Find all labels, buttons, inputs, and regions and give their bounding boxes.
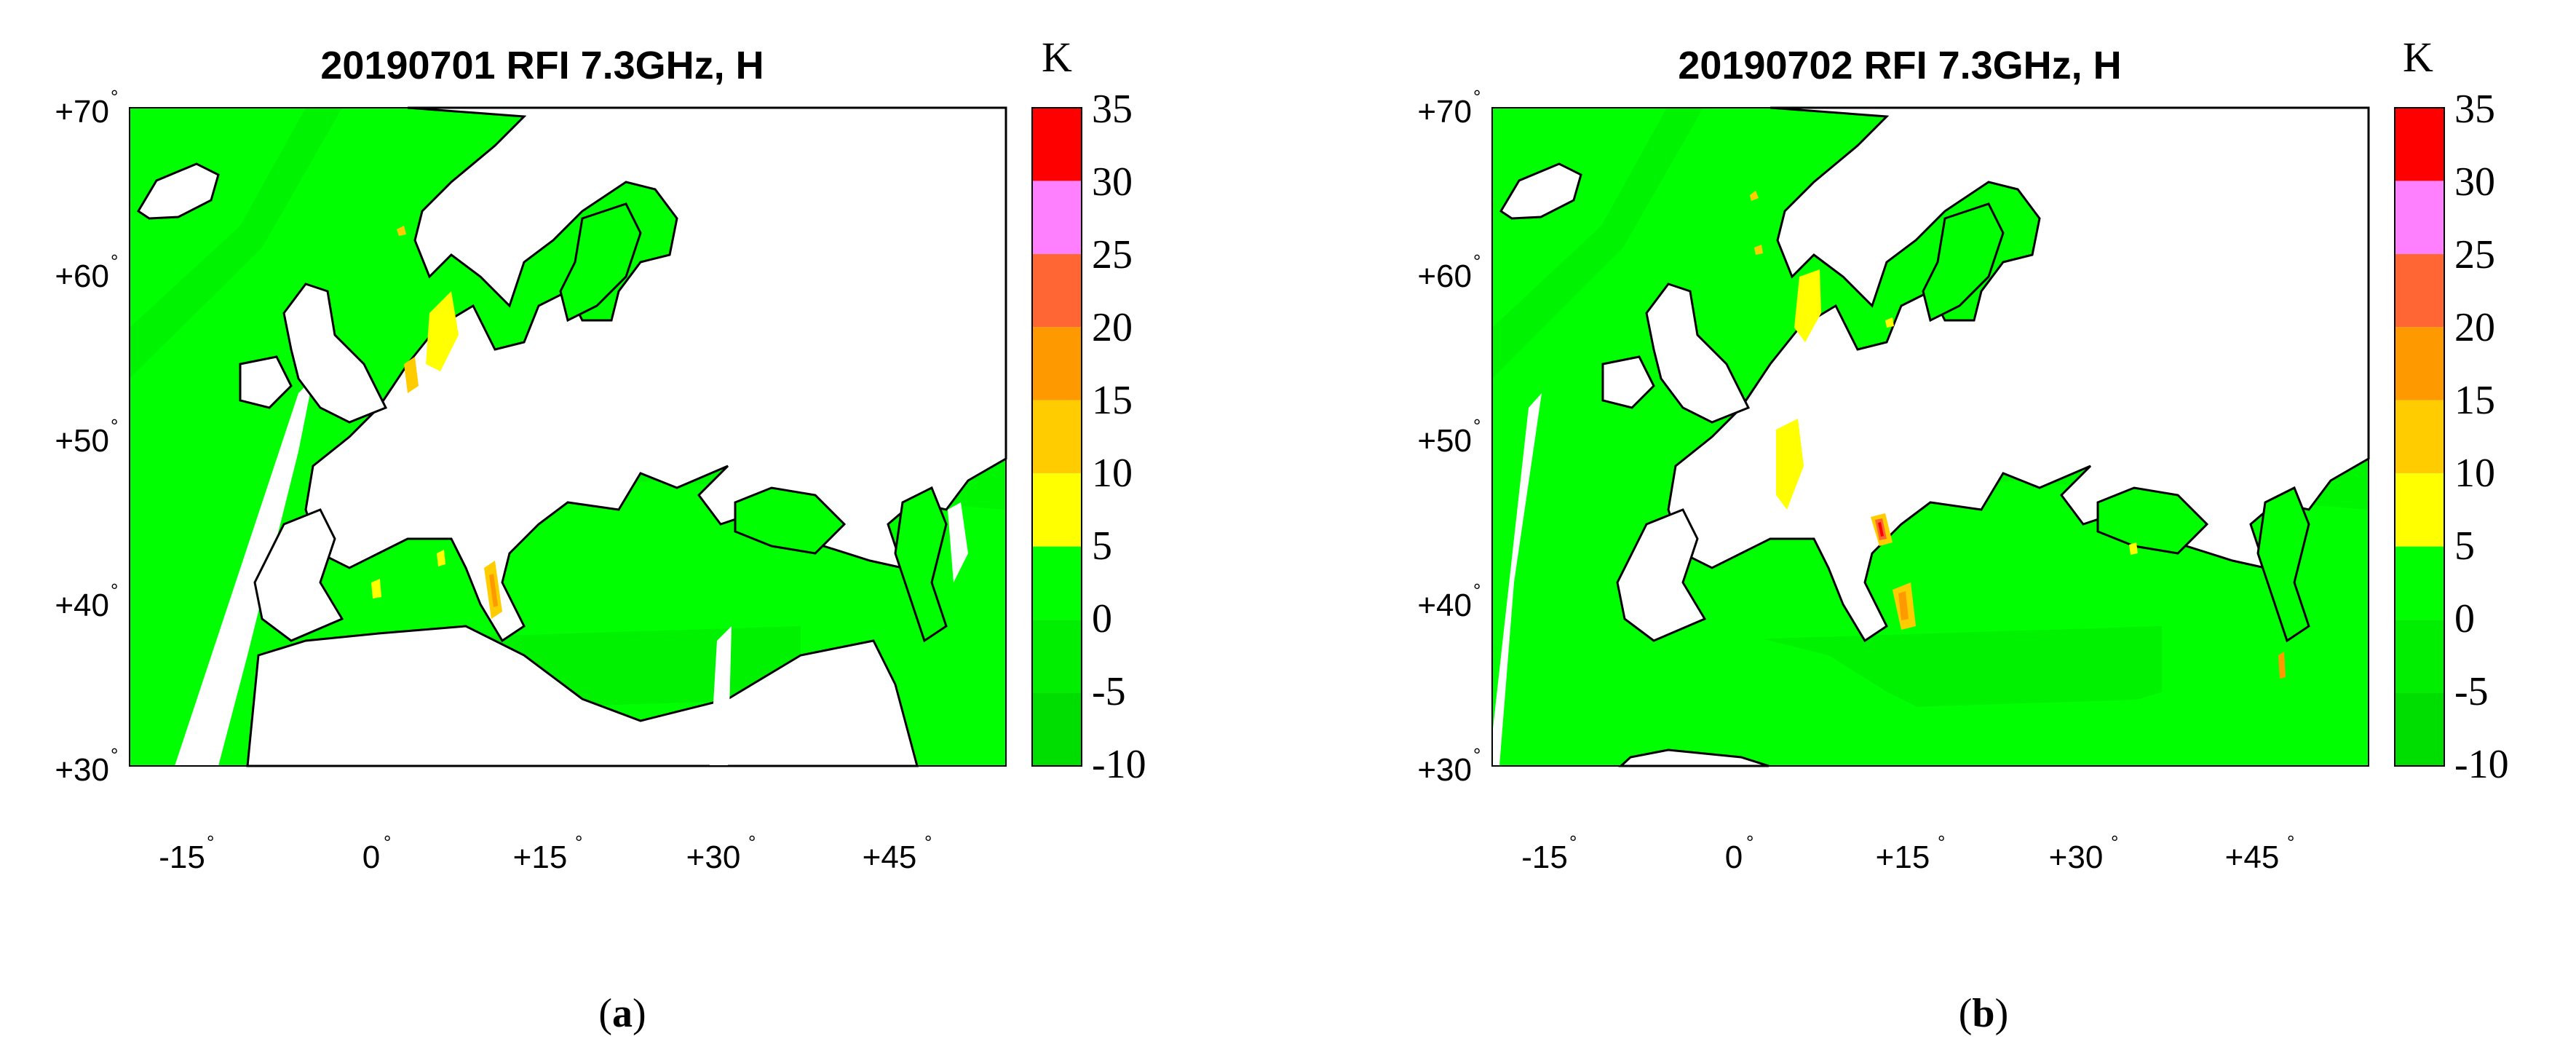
colorbar-tick: -5 [2454, 669, 2489, 714]
lon-label: +45 [863, 839, 917, 875]
panel-a-lon-labels: -15 ° 0 ° +15 ° +30 ° +45 ° [159, 831, 932, 875]
colorbar-tick: -5 [1092, 669, 1126, 714]
colorbar-tick: 25 [1092, 232, 1133, 277]
degree-mark: ° [748, 831, 756, 853]
panel-b-caption: (b) [1959, 991, 2008, 1036]
degree-mark: ° [2111, 831, 2118, 853]
lon-label: +30 [686, 839, 741, 875]
lat-label: +50 [55, 423, 109, 459]
colorbar-tick: 15 [2454, 378, 2495, 423]
panel-b-colorbar: K 35 30 25 20 15 10 5 0 -5 -10 [2394, 33, 2509, 787]
colorbar-tick: -10 [1092, 742, 1146, 787]
degree-mark: ° [1473, 250, 1481, 272]
panel-b: 20190702 RFI 7.3GHz, H [1417, 33, 2508, 1036]
colorbar-bin [2395, 327, 2444, 400]
panel-b-lon-labels: -15 ° 0 ° +15 ° +30 ° +45 ° [1521, 831, 2294, 875]
colorbar-tick: 5 [1092, 523, 1112, 569]
colorbar-tick: 20 [1092, 305, 1133, 350]
panel-b-title: 20190702 RFI 7.3GHz, H [1678, 44, 2121, 87]
degree-mark: ° [1473, 415, 1481, 437]
degree-mark: ° [384, 831, 391, 853]
colorbar-frame [2394, 107, 2445, 767]
lat-label: +30 [1417, 752, 1472, 788]
lon-label: -15 [1521, 839, 1568, 875]
panel-a: 20190701 RFI 7.3GHz, H [55, 33, 1146, 1036]
colorbar-tick: 15 [1092, 378, 1133, 423]
colorbar-tick: 0 [2454, 596, 2475, 641]
lon-label: -15 [159, 839, 205, 875]
colorbar-tick: 35 [2454, 87, 2495, 132]
degree-mark: ° [111, 744, 118, 766]
colorbar-bin [1032, 108, 1082, 181]
degree-mark: ° [1938, 831, 1945, 853]
panel-a-colorbar: K 35 30 25 20 15 10 5 0 -5 -10 [1031, 33, 1146, 787]
lon-label: +45 [2225, 839, 2280, 875]
lat-label: +40 [55, 588, 109, 623]
panel-a-lat-labels: +70 ° +60 ° +50 ° +40 ° +30 ° [55, 86, 118, 788]
colorbar-tick: 0 [1092, 596, 1112, 641]
degree-mark: ° [111, 580, 118, 601]
colorbar-tick: 10 [1092, 451, 1133, 496]
colorbar-tick: 20 [2454, 305, 2495, 350]
colorbar-tick: 30 [1092, 159, 1133, 205]
degree-mark: ° [207, 831, 214, 853]
degree-mark: ° [1473, 580, 1481, 601]
colorbar-tick: 30 [2454, 159, 2495, 205]
lat-label: +60 [55, 258, 109, 294]
colorbar-bin [2395, 692, 2444, 766]
degree-mark: ° [575, 831, 582, 853]
colorbar-bin [2395, 546, 2444, 620]
colorbar-tick: -10 [2454, 742, 2509, 787]
lon-label: 0 [1725, 839, 1743, 875]
colorbar-bin [2395, 181, 2444, 254]
lat-label: +50 [1417, 423, 1472, 459]
colorbar-tick: 35 [1092, 87, 1133, 132]
colorbar-bin [1032, 181, 1082, 254]
panel-b-lat-labels: +70 ° +60 ° +50 ° +40 ° +30 ° [1417, 86, 1481, 788]
colorbar-bin [1032, 473, 1082, 547]
colorbar-tick: 5 [2454, 523, 2475, 569]
panel-a-map [129, 106, 1007, 767]
colorbar-bin [1032, 692, 1082, 766]
degree-mark: ° [111, 250, 118, 272]
colorbar-bin [1032, 400, 1082, 474]
lon-label: +30 [2049, 839, 2104, 875]
colorbar-bin [1032, 620, 1082, 693]
colorbar-bin [1032, 546, 1082, 620]
degree-mark: ° [2287, 831, 2294, 853]
lat-label: +70 [1417, 94, 1472, 130]
lat-label: +40 [1417, 588, 1472, 623]
panel-a-caption: (a) [598, 991, 646, 1036]
colorbar-tick: 25 [2454, 232, 2495, 277]
lon-label: +15 [513, 839, 568, 875]
panel-b-map [1491, 106, 2370, 767]
degree-mark: ° [111, 86, 118, 108]
lon-label: 0 [362, 839, 380, 875]
colorbar-unit: K [2403, 33, 2433, 81]
colorbar-bin [2395, 473, 2444, 547]
degree-mark: ° [1746, 831, 1753, 853]
lat-label: +60 [1417, 258, 1472, 294]
degree-mark: ° [924, 831, 932, 853]
colorbar-bin [2395, 400, 2444, 474]
colorbar-bin [2395, 620, 2444, 693]
colorbar-tick: 10 [2454, 451, 2495, 496]
panel-a-title: 20190701 RFI 7.3GHz, H [320, 44, 764, 87]
colorbar-bin [2395, 253, 2444, 328]
degree-mark: ° [1473, 86, 1481, 108]
degree-mark: ° [111, 415, 118, 437]
colorbar-bin [1032, 327, 1082, 400]
degree-mark: ° [1569, 831, 1577, 853]
lat-label: +70 [55, 94, 109, 130]
colorbar-frame [1031, 107, 1082, 767]
lon-label: +15 [1876, 839, 1930, 875]
colorbar-bin [2395, 108, 2444, 181]
degree-mark: ° [1473, 744, 1481, 766]
lat-label: +30 [55, 752, 109, 788]
colorbar-unit: K [1042, 33, 1072, 81]
colorbar-bin [1032, 253, 1082, 328]
